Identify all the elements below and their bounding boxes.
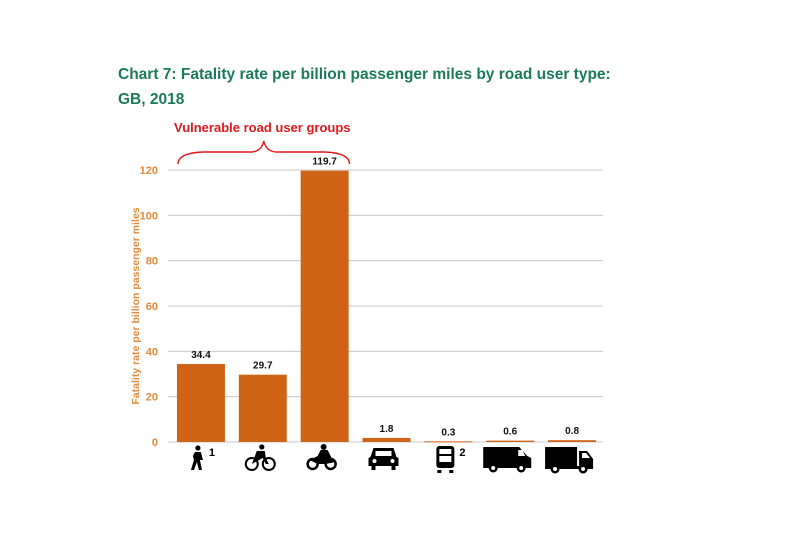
y-axis-label: Fatality rate per billion passenger mile… — [130, 207, 142, 404]
vulnerable-groups-annotation: Vulnerable road user groups — [174, 120, 351, 135]
pedestrian-icon — [190, 445, 203, 470]
y-tick-label: 100 — [140, 210, 158, 222]
bar — [362, 437, 411, 442]
bar — [238, 374, 287, 442]
data-label: 119.7 — [312, 157, 337, 168]
data-label: 29.7 — [253, 361, 273, 372]
y-tick-label: 0 — [152, 437, 158, 449]
data-label: 0.3 — [441, 427, 455, 438]
bar — [424, 441, 473, 443]
data-label: 1.8 — [380, 424, 394, 435]
y-tick-label: 80 — [146, 256, 158, 268]
data-label: 0.6 — [503, 427, 517, 438]
bar — [548, 440, 597, 442]
data-label: 0.8 — [565, 426, 579, 437]
van-icon — [483, 447, 532, 473]
y-tick-label: 40 — [146, 346, 158, 358]
footnote-marker: 2 — [459, 447, 465, 459]
bus-icon — [436, 446, 455, 473]
y-tick-label: 20 — [146, 392, 158, 404]
motorcyclist-icon — [306, 444, 337, 471]
y-tick-label: 60 — [146, 301, 158, 313]
cyclist-icon — [244, 444, 276, 471]
data-label: 34.4 — [191, 350, 211, 361]
bar — [486, 440, 535, 442]
footnote-marker: 1 — [209, 447, 215, 459]
chart-title-line-2: GB, 2018 — [118, 91, 185, 108]
chart-title-line-1: Chart 7: Fatality rate per billion passe… — [118, 66, 611, 83]
bar — [176, 364, 225, 442]
bracket — [177, 140, 351, 165]
truck-icon — [545, 447, 594, 474]
car-icon — [368, 448, 399, 470]
y-tick-label: 120 — [140, 165, 158, 177]
bar — [300, 170, 349, 442]
